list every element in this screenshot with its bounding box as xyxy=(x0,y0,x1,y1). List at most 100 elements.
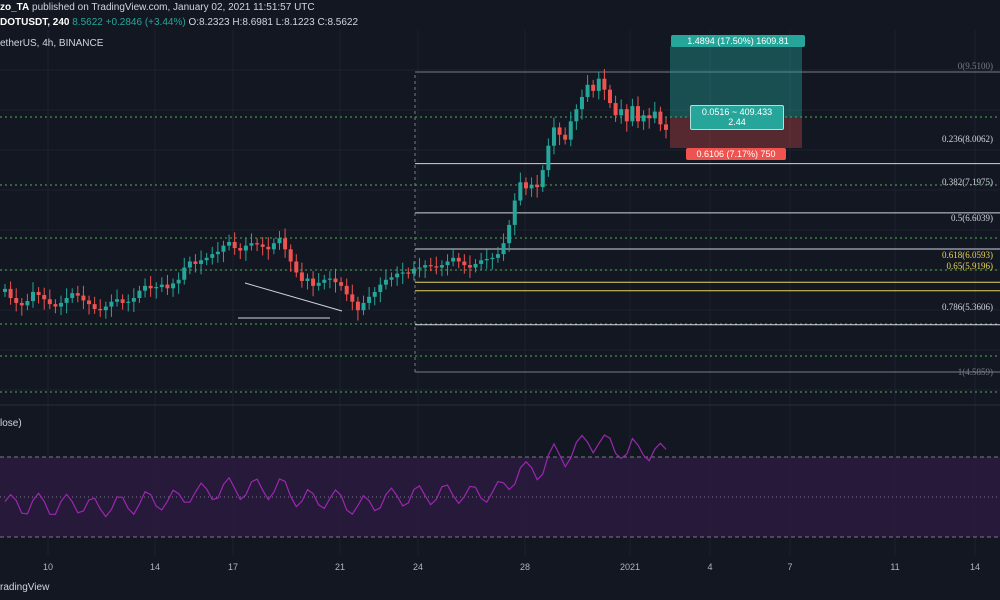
rsi-series-line xyxy=(4,434,667,518)
fib-label-0: 0(9.5100) xyxy=(957,61,993,71)
candle-body xyxy=(395,273,400,278)
candle-body xyxy=(210,254,215,258)
price-change: +0.2846 (+3.44%) xyxy=(105,17,186,28)
candle-body xyxy=(378,284,383,292)
candle-body xyxy=(249,243,254,246)
fib-label-1: 1(4.5859) xyxy=(957,367,993,377)
fib-label-0236: 0.236(8.0062) xyxy=(942,134,993,144)
candle-body xyxy=(557,127,562,135)
candle-body xyxy=(327,278,332,280)
candle-body xyxy=(652,111,657,119)
candle-body xyxy=(159,284,164,288)
candle-body xyxy=(288,249,293,262)
candle-body xyxy=(36,291,41,295)
candle-body xyxy=(602,78,607,90)
rsi-band xyxy=(0,456,1000,538)
candle-body xyxy=(266,246,271,250)
candle-body xyxy=(8,288,13,299)
x-tick: 7 xyxy=(787,562,793,572)
candle-body xyxy=(501,243,506,255)
candle-body xyxy=(75,293,80,296)
candle-body xyxy=(540,170,545,188)
candle-body xyxy=(495,254,500,258)
candle-body xyxy=(423,265,428,268)
candle-body xyxy=(507,224,512,244)
candle-body xyxy=(389,277,394,280)
candle-body xyxy=(322,279,327,283)
candle-body xyxy=(574,109,579,122)
candle-body xyxy=(473,263,478,268)
candle-body xyxy=(350,294,355,302)
fib-label-0618: 0.618(6.0593) xyxy=(942,250,993,260)
x-tick: 14 xyxy=(969,562,981,572)
candle-body xyxy=(87,300,92,305)
target-label: 1.4894 (17.50%) 1609.81 xyxy=(671,35,805,47)
x-tick: 17 xyxy=(227,562,239,572)
candle-body xyxy=(535,184,540,188)
candle-body xyxy=(176,279,181,284)
candle-body xyxy=(591,84,596,91)
candle-body xyxy=(333,278,338,283)
candle-body xyxy=(579,96,584,110)
candle-body xyxy=(641,115,646,122)
candle-body xyxy=(199,260,204,264)
candle-body xyxy=(523,182,528,189)
x-tick: 2021 xyxy=(619,562,641,572)
candle-body xyxy=(103,306,108,311)
candle-body xyxy=(53,304,58,307)
candle-body xyxy=(193,261,198,264)
x-tick: 21 xyxy=(334,562,346,572)
candle-body xyxy=(19,302,24,306)
candle-body xyxy=(490,257,495,260)
candle-body xyxy=(25,301,30,306)
candle-body xyxy=(619,109,624,116)
candle-body xyxy=(171,283,176,289)
candle-body xyxy=(406,272,411,274)
candle-body xyxy=(115,299,120,302)
candle-body xyxy=(355,301,360,311)
long-position-tool xyxy=(670,46,802,148)
rsi-line xyxy=(4,434,667,518)
candle-body xyxy=(361,302,366,311)
candle-body xyxy=(664,124,668,130)
candle-body xyxy=(339,282,344,286)
candle-body xyxy=(428,265,433,267)
symbol-info: DOTUSDT, 240 8.5622 +0.2846 (+3.44%) O:8… xyxy=(0,17,358,28)
symbol-label: DOTUSDT, 240 xyxy=(0,17,70,28)
candle-body xyxy=(484,259,489,261)
fib-label-065: 0.65(5.9196) xyxy=(946,261,994,271)
x-tick: 14 xyxy=(149,562,161,572)
candlestick-series xyxy=(3,68,668,321)
publish-text: published on TradingView.com, January 02… xyxy=(29,2,315,13)
candle-body xyxy=(271,243,276,250)
candle-body xyxy=(607,89,612,104)
trendline-upper xyxy=(244,282,343,312)
candle-body xyxy=(238,248,243,251)
candle-body xyxy=(624,109,629,122)
candle-body xyxy=(400,272,405,274)
candle-body xyxy=(568,121,573,140)
candle-body xyxy=(3,288,7,292)
candle-body xyxy=(546,145,551,171)
indicator-subtitle: etherUS, 4h, BINANCE xyxy=(0,38,104,49)
last-price: 8.5622 xyxy=(72,17,103,28)
candle-body xyxy=(283,238,288,250)
fib-retracement xyxy=(414,71,1000,373)
candle-body xyxy=(316,282,321,286)
x-tick: 28 xyxy=(519,562,531,572)
candle-body xyxy=(630,106,635,122)
candle-body xyxy=(143,285,148,291)
candle-body xyxy=(14,298,19,303)
candle-body xyxy=(635,106,640,122)
candle-body xyxy=(512,200,517,225)
candle-body xyxy=(221,245,226,252)
candle-body xyxy=(596,78,601,91)
candle-body xyxy=(563,134,568,140)
candle-body xyxy=(367,296,372,303)
candle-body xyxy=(70,293,75,299)
candle-body xyxy=(187,261,192,268)
x-tick: 11 xyxy=(890,562,900,572)
candle-body xyxy=(305,278,310,281)
candle-body xyxy=(215,251,220,255)
